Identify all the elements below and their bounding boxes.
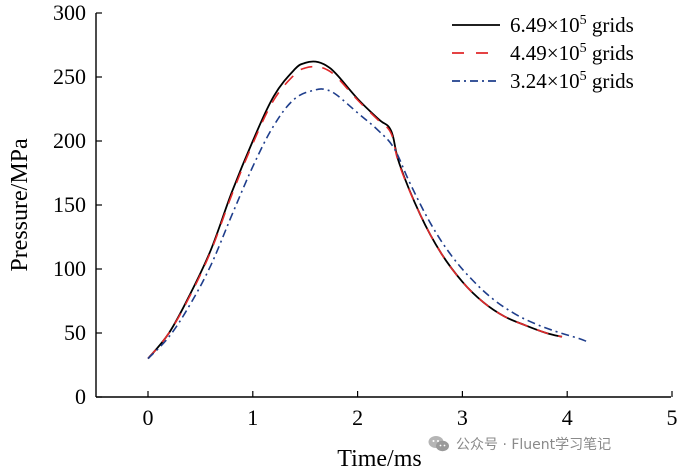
x-axis-label: Time/ms [337, 446, 421, 470]
x-tick-label: 3 [457, 405, 468, 430]
legend: 6.49×105 grids 4.49×105 grids 3.24×105 gri… [452, 13, 634, 93]
x-tick-label: 0 [143, 405, 154, 430]
tick-labels: 0 50 100 150 200 250 300 0 1 2 3 4 5 [53, 0, 678, 430]
y-axis-label: Pressure/MPa [7, 138, 33, 272]
x-tick-label: 4 [562, 405, 573, 430]
x-tick-label: 5 [667, 405, 678, 430]
y-tick-label: 250 [53, 64, 86, 89]
y-tick-label: 0 [75, 384, 86, 409]
legend-label-1: 6.49×105 grids [510, 13, 634, 37]
watermark-text: 公众号 · Fluent学习笔记 [456, 437, 612, 453]
series-line-3 [147, 88, 589, 360]
series-layer [147, 60, 589, 360]
y-tick-label: 300 [53, 0, 86, 25]
x-tick-label: 1 [247, 405, 258, 430]
series-line-2 [147, 65, 563, 360]
legend-label-2: 4.49×105 grids [510, 41, 634, 65]
wechat-icon [428, 436, 449, 452]
y-tick-label: 50 [64, 320, 86, 345]
watermark: 公众号 · Fluent学习笔记 [428, 432, 678, 456]
legend-label-3: 3.24×105 grids [510, 69, 634, 93]
y-tick-label: 200 [53, 128, 86, 153]
axes [95, 12, 673, 398]
x-tick-label: 2 [352, 405, 363, 430]
y-tick-label: 100 [53, 256, 86, 281]
y-tick-label: 150 [53, 192, 86, 217]
